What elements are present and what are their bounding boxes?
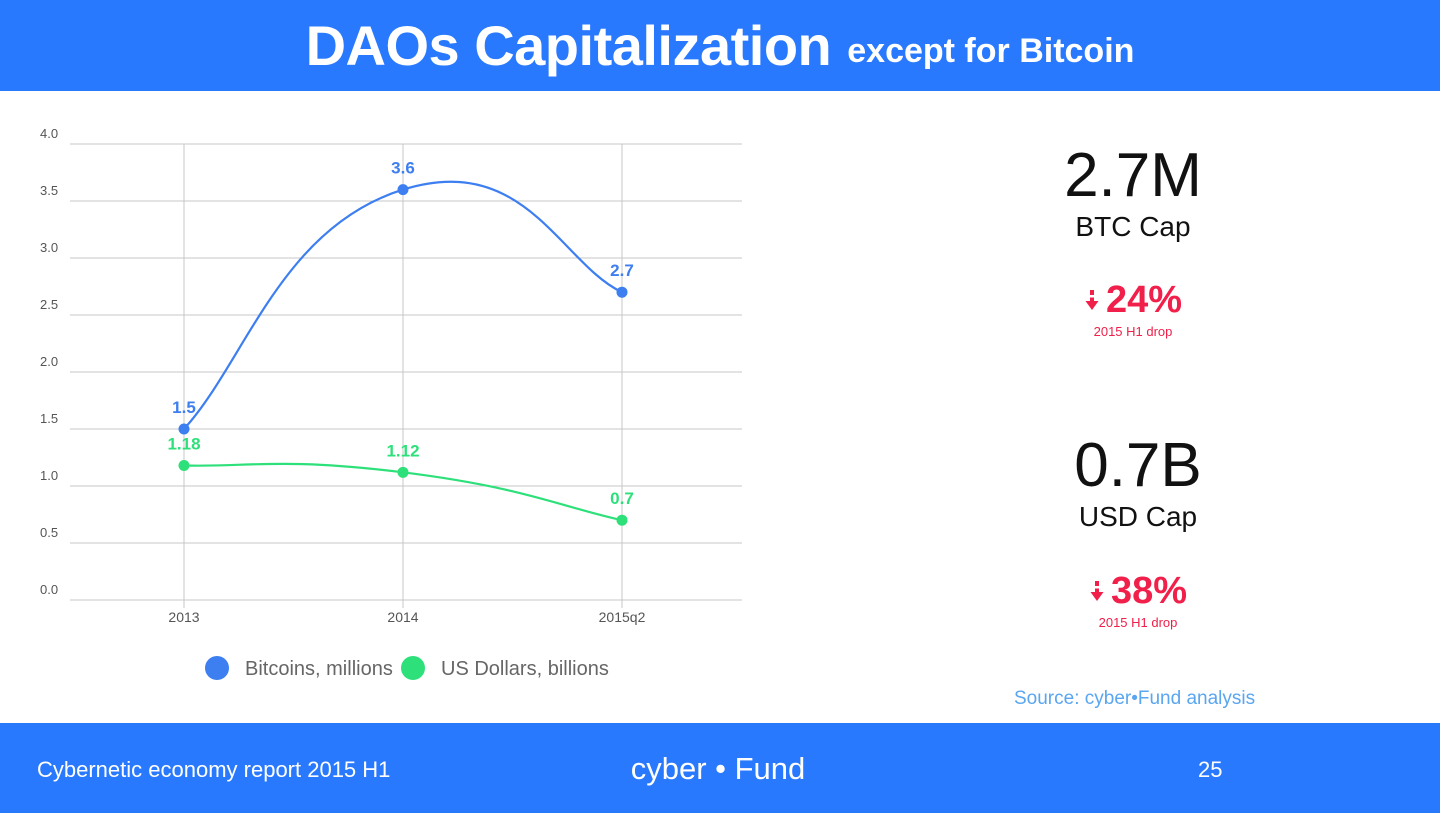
btc-drop-label: 2015 H1 drop [1093,323,1173,339]
header-bar: DAOs Capitalization except for Bitcoin [0,0,1440,91]
data-point [616,286,628,298]
capitalization-chart: 0.0 0.5 1.0 1.5 2.0 2.5 3.0 3.5 4.0 2013 2014 2015q… [0,100,760,710]
btc-drop-percent: 24% [1105,279,1183,321]
usd-cap-stat: 0.7B USD Cap [988,435,1288,533]
page-number: 25 [1198,757,1223,782]
data-label: 2.7 [610,261,634,280]
legend-marker [401,656,425,680]
legend-marker [205,656,229,680]
data-point [616,514,628,526]
page-title: DAOs Capitalization [305,14,832,77]
btc-cap-label: BTC Cap [1075,211,1191,242]
data-label: 3.6 [391,159,415,178]
btc-cap-value: 2.7M [1064,141,1202,210]
footer-report-title: Cybernetic economy report 2015 H1 [37,757,391,782]
data-label: 1.12 [386,441,419,460]
y-tick-label: 1.5 [40,411,58,426]
btc-drop: 24% 2015 H1 drop [983,280,1283,339]
btc-cap-stat: 2.7M BTC Cap [983,145,1283,243]
data-label: 1.18 [167,434,200,453]
y-tick-label: 0.5 [40,525,58,540]
x-tick-label: 2013 [168,609,199,625]
usd-drop: 38% 2015 H1 drop [988,571,1288,630]
chart-svg: 0.0 0.5 1.0 1.5 2.0 2.5 3.0 3.5 4.0 2013 2014 2015q… [40,126,742,680]
data-label: 0.7 [610,489,634,508]
data-label: 1.5 [172,398,196,417]
usd-drop-label: 2015 H1 drop [1098,614,1178,630]
data-point [397,466,409,478]
source-note: Source: cyber•Fund analysis [1014,688,1256,709]
page-subtitle: except for Bitcoin [847,32,1135,70]
legend-label: US Dollars, billions [441,658,609,680]
y-tick-label: 3.0 [40,240,58,255]
usd-drop-percent: 38% [1110,570,1188,612]
data-point [178,459,190,471]
y-tick-label: 0.0 [40,582,58,597]
down-arrow-icon [1084,279,1100,319]
legend-label: Bitcoins, millions [245,658,393,680]
y-tick-label: 1.0 [40,468,58,483]
y-tick-label: 3.5 [40,183,58,198]
down-arrow-icon [1089,570,1105,610]
footer-brand: cyber • Fund [630,751,806,786]
footer-bar: Cybernetic economy report 2015 H1 cyber … [0,723,1440,813]
usd-cap-value: 0.7B [1074,431,1202,500]
y-tick-label: 2.5 [40,297,58,312]
x-tick-label: 2015q2 [599,609,646,625]
data-point [397,184,409,196]
y-tick-label: 2.0 [40,354,58,369]
data-point [178,423,190,435]
y-tick-label: 4.0 [40,126,58,141]
x-tick-label: 2014 [387,609,418,625]
usd-cap-label: USD Cap [1078,501,1198,532]
